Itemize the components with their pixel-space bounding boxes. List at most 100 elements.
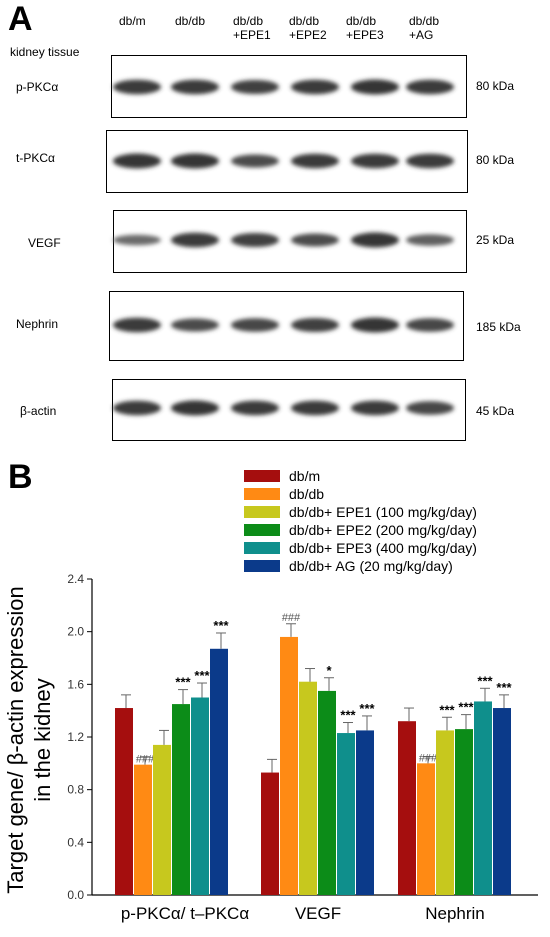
bar xyxy=(134,764,152,895)
significance-label: *** xyxy=(496,680,512,695)
bar xyxy=(115,708,133,895)
blot-band xyxy=(171,400,219,416)
bar xyxy=(153,744,171,895)
blot-kda-beta-actin: 45 kDa xyxy=(476,404,515,418)
legend-swatch xyxy=(244,560,280,572)
bar xyxy=(210,648,228,895)
significance-label: *** xyxy=(359,701,375,716)
blot-box-beta-actin xyxy=(112,379,466,441)
blot-band xyxy=(406,318,454,332)
x-category-label: p-PKCα/ t–PKCα xyxy=(121,904,249,923)
blot-band xyxy=(406,234,454,246)
bar xyxy=(337,733,355,895)
lane-header-5: db/db +EPE3 xyxy=(346,14,384,42)
bar xyxy=(191,697,209,895)
bar xyxy=(299,681,317,895)
y-axis-label-line2: in the kidney xyxy=(30,678,55,802)
blot-band xyxy=(351,153,399,169)
blot-band xyxy=(231,233,279,247)
lane-header-3: db/db +EPE1 xyxy=(233,14,271,42)
blot-band xyxy=(291,233,339,247)
blot-band xyxy=(171,318,219,332)
bar xyxy=(356,730,374,895)
bar xyxy=(436,730,454,895)
blot-band xyxy=(406,79,454,95)
lane-header-6-line1: db/db xyxy=(409,14,440,28)
blot-band xyxy=(113,317,161,333)
legend-label: db/db+ EPE2 (200 mg/kg/day) xyxy=(289,522,477,538)
blot-band xyxy=(406,401,454,415)
legend-label: db/db+ EPE1 (100 mg/kg/day) xyxy=(289,504,477,520)
bar xyxy=(417,763,435,895)
panel-a-letter: A xyxy=(8,0,33,38)
blot-band xyxy=(291,400,339,416)
bar xyxy=(172,704,190,895)
blot-label-t-pkca: t-PKCα xyxy=(16,151,55,165)
bar xyxy=(398,721,416,895)
lane-header-2-line1: db/db xyxy=(175,14,206,28)
lane-header-4-line2: +EPE2 xyxy=(289,28,327,42)
blot-kda-t-pkca: 80 kDa xyxy=(476,153,515,167)
significance-label: * xyxy=(326,663,332,678)
lane-header-6-line2: +AG xyxy=(409,28,434,42)
blot-band xyxy=(113,234,161,246)
lane-header-4-line1: db/db xyxy=(289,14,320,28)
significance-label: ### xyxy=(282,612,301,624)
blot-band xyxy=(291,79,339,95)
lane-header-5-line2: +EPE3 xyxy=(346,28,384,42)
blot-band xyxy=(351,232,399,248)
y-tick-label: 0.4 xyxy=(67,835,84,849)
significance-label: ### xyxy=(419,752,438,764)
bar xyxy=(318,690,336,895)
blot-label-vegf: VEGF xyxy=(28,236,61,250)
x-category-label: Nephrin xyxy=(425,904,485,923)
x-category-label: VEGF xyxy=(295,904,341,923)
significance-label: *** xyxy=(213,618,229,633)
lane-header-6: db/db +AG xyxy=(409,14,439,42)
blot-label-nephrin: Nephrin xyxy=(16,317,59,331)
blot-band xyxy=(231,400,279,416)
blot-box-nephrin xyxy=(109,291,464,361)
blot-band xyxy=(171,153,219,169)
significance-label: *** xyxy=(439,702,455,717)
significance-label: *** xyxy=(175,675,191,690)
blot-band xyxy=(113,153,161,169)
significance-label: *** xyxy=(194,668,210,683)
y-tick-label: 2.4 xyxy=(67,572,84,586)
legend-swatch xyxy=(244,488,280,500)
y-tick-label: 1.6 xyxy=(67,677,84,691)
blot-band xyxy=(291,153,339,169)
y-tick-label: 0.8 xyxy=(67,783,84,797)
legend-swatch xyxy=(244,542,280,554)
bar xyxy=(455,729,473,895)
y-tick-label: 1.2 xyxy=(67,730,84,744)
legend-swatch xyxy=(244,524,280,536)
bar xyxy=(261,772,279,895)
blot-band xyxy=(113,79,161,95)
blot-band xyxy=(351,317,399,333)
blot-band xyxy=(231,154,279,168)
bar xyxy=(493,708,511,895)
significance-label: ### xyxy=(136,754,155,766)
legend-swatch xyxy=(244,470,280,482)
panel-b-letter: B xyxy=(8,458,33,496)
legend-label: db/db xyxy=(289,486,324,502)
bar xyxy=(280,636,298,895)
blot-kda-vegf: 25 kDa xyxy=(476,233,515,247)
blot-band xyxy=(351,400,399,416)
blot-label-p-pkca: p-PKCα xyxy=(16,80,59,94)
legend-label: db/m xyxy=(289,468,320,484)
blot-kda-p-pkca: 80 kDa xyxy=(476,79,515,93)
blot-band xyxy=(406,153,454,169)
y-tick-label: 0.0 xyxy=(67,888,84,902)
blot-label-beta-actin: β-actin xyxy=(20,404,57,418)
lane-header-2: db/db xyxy=(175,14,205,28)
blot-band xyxy=(351,79,399,95)
y-tick-label: 2.0 xyxy=(67,625,84,639)
bar xyxy=(474,701,492,895)
legend-label: db/db+ EPE3 (400 mg/kg/day) xyxy=(289,540,477,556)
legend-label: db/db+ AG (20 mg/kg/day) xyxy=(289,558,453,574)
significance-label: *** xyxy=(458,700,474,715)
blot-band xyxy=(171,232,219,248)
